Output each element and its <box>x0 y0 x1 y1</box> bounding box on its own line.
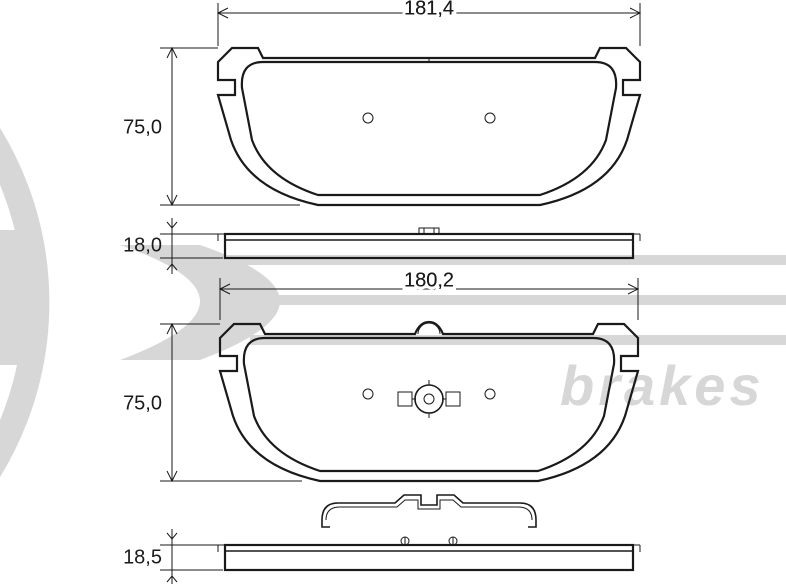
dim-bottom-height-label: 75,0 <box>123 392 162 414</box>
technical-drawing: brakes 181,4 181,4 75,0 <box>0 0 786 585</box>
dim-bottom-thickness-label: 18,5 <box>123 546 162 568</box>
dim-bottom-width-label: 180,2 <box>404 269 454 291</box>
dim-top-width: 181,4 181,4 <box>218 0 640 46</box>
dim-bottom-thickness: 18,5 <box>123 529 223 584</box>
bottom-side-view <box>218 537 640 570</box>
spring-clip <box>322 495 536 527</box>
dim-bottom-width: 180,2 180,2 <box>220 269 638 320</box>
dim-top-thickness-label: 18,0 <box>123 234 162 256</box>
top-pad-view <box>218 48 640 205</box>
watermark: brakes <box>0 95 786 510</box>
center-pin <box>398 380 460 418</box>
dim-top-height: 75,0 <box>123 48 300 205</box>
svg-text:181,4: 181,4 <box>404 0 454 19</box>
top-side-view <box>218 228 640 258</box>
dim-top-height-label: 75,0 <box>123 116 162 138</box>
watermark-text: brakes <box>560 354 765 417</box>
